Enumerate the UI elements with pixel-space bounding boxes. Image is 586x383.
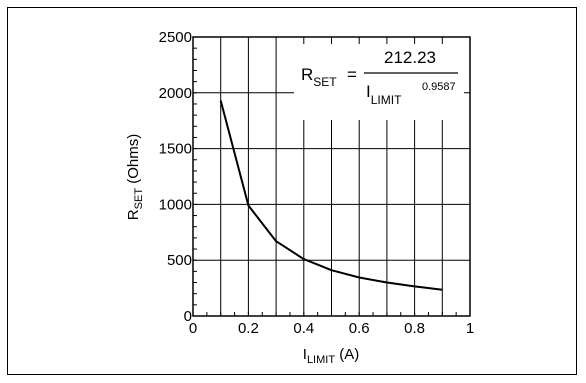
x-tick-label: 0.6 xyxy=(349,320,370,337)
y-tick-label: 2500 xyxy=(159,29,192,46)
y-tick-label: 1000 xyxy=(159,196,192,213)
formula-equals: = xyxy=(347,65,357,84)
x-tick-label: 1 xyxy=(466,320,474,337)
series-line xyxy=(219,100,443,291)
x-tick-label: 0.8 xyxy=(404,320,425,337)
formula-lhs: RSET xyxy=(301,65,337,89)
formula-exponent: 0.9587 xyxy=(422,81,456,93)
formula-box xyxy=(294,44,464,120)
series-group xyxy=(219,100,443,291)
y-tick-labels: 0 500 1000 1500 2000 2500 xyxy=(159,29,192,325)
y-tick-label: 2000 xyxy=(159,85,192,102)
y-tick-label: 1500 xyxy=(159,141,192,158)
x-tick-label: 0.2 xyxy=(238,320,259,337)
formula-annotation: RSET = 212.23 ILIMIT 0.9587 xyxy=(301,48,458,107)
x-axis-title: ILIMIT (A) xyxy=(303,346,359,366)
y-axis-title: RSET (Ohms) xyxy=(125,134,145,220)
x-tick-labels: 0 0.2 0.4 0.6 0.8 1 xyxy=(189,320,474,337)
formula-denominator: ILIMIT xyxy=(366,82,402,107)
y-tick-label: 500 xyxy=(167,252,192,269)
figure-frame xyxy=(7,7,577,375)
x-tick-label: 0 xyxy=(189,320,197,337)
y-tick-label: 0 xyxy=(184,308,192,325)
x-tick-label: 0.4 xyxy=(293,320,314,337)
formula-numerator: 212.23 xyxy=(384,48,436,67)
